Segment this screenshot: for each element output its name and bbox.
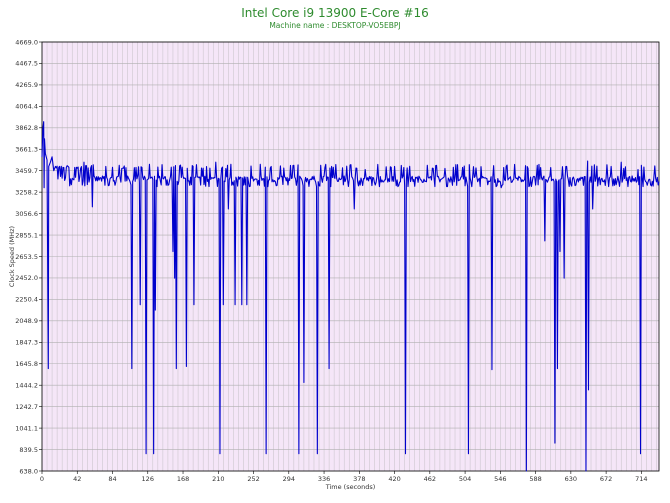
y-tick-label: 2250.4 (15, 296, 38, 304)
y-tick-label: 4064.4 (15, 103, 38, 111)
y-tick-label: 638.0 (19, 467, 38, 475)
y-tick-label: 2048.9 (15, 317, 38, 325)
y-tick-label: 2855.1 (15, 231, 38, 239)
x-tick-label: 714 (635, 475, 647, 483)
y-tick-label: 1645.8 (15, 360, 38, 368)
y-tick-label: 3661.3 (15, 146, 38, 154)
x-tick-label: 294 (283, 475, 295, 483)
x-tick-label: 252 (247, 475, 259, 483)
x-tick-label: 42 (73, 475, 81, 483)
x-tick-label: 378 (353, 475, 365, 483)
y-tick-label: 839.5 (19, 446, 38, 454)
y-tick-label: 3862.8 (15, 124, 38, 132)
x-axis-label: Time (seconds) (325, 483, 376, 491)
y-axis-label: Clock Speed (MHz) (8, 226, 16, 287)
chart-subtitle: Machine name : DESKTOP-VO5EBPJ (269, 21, 401, 30)
y-tick-label: 4265.9 (15, 81, 38, 89)
x-tick-label: 126 (142, 475, 154, 483)
x-tick-label: 336 (318, 475, 330, 483)
x-tick-label: 0 (40, 475, 44, 483)
x-tick-label: 672 (600, 475, 612, 483)
series-line (41, 121, 660, 472)
y-tick-label: 1847.3 (15, 339, 38, 347)
y-tick-label: 4467.5 (15, 60, 38, 68)
y-tick-label: 3459.7 (15, 167, 38, 175)
y-tick-label: 1444.2 (15, 382, 38, 390)
chart-title: Intel Core i9 13900 E-Core #16 (241, 6, 429, 20)
y-tick-label: 3056.6 (15, 210, 38, 218)
x-tick-label: 168 (177, 475, 189, 483)
x-tick-label: 546 (494, 475, 506, 483)
x-tick-label: 84 (108, 475, 116, 483)
x-tick-label: 462 (424, 475, 436, 483)
x-tick-label: 210 (212, 475, 224, 483)
y-tick-label: 2653.5 (15, 253, 38, 261)
y-tick-label: 1242.7 (15, 403, 38, 411)
y-tick-label: 4669.0 (15, 38, 38, 46)
x-tick-label: 504 (459, 475, 471, 483)
y-tick-label: 1041.1 (15, 424, 38, 432)
x-tick-label: 420 (388, 475, 400, 483)
y-tick-label: 2452.0 (15, 274, 38, 282)
plot-border (41, 41, 660, 472)
x-tick-label: 588 (529, 475, 541, 483)
x-tick-label: 630 (565, 475, 577, 483)
y-tick-label: 3258.2 (15, 188, 38, 196)
